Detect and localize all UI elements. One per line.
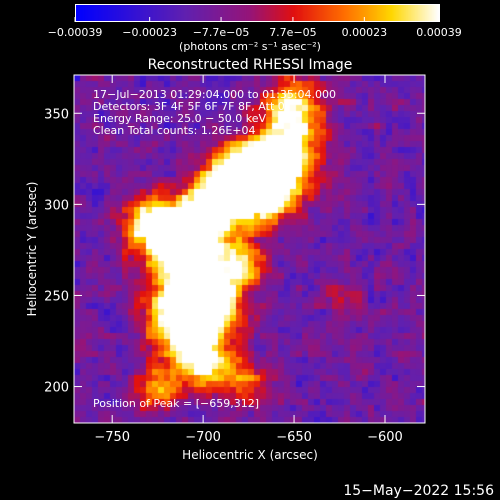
chart-title: Reconstructed RHESSI Image [148,57,353,73]
colorbar-tick-label: −7.7e−05 [193,26,250,39]
annotation-detectors: Detectors: 3F 4F 5F 6F 7F 8F, Att 0 [93,100,285,113]
annotation-energy: Energy Range: 25.0 − 50.0 keV [93,112,267,125]
annotation-time-range: 17−Jul−2013 01:29:04.000 to 01:35:04.000 [93,88,337,101]
colorbar [75,4,440,22]
colorbar-tick-label: 7.7e−05 [269,26,316,39]
x-axis-ticks: −750 −700 −650 −600 [94,75,403,445]
x-tick-label: −650 [276,430,312,445]
colorbar-ticks: −0.00039 −0.00023 −7.7e−05 7.7e−05 0.00023 0.… [48,17,462,39]
x-tick-label: −750 [94,430,130,445]
colorbar-tick-label: −0.00023 [122,26,177,39]
annotation-clean-counts: Clean Total counts: 1.26E+04 [93,124,256,137]
x-tick-label: −600 [367,430,403,445]
colorbar-tick-label: −0.00039 [48,26,103,39]
plot-frame [73,74,426,424]
annotation-peak-position: Position of Peak = [−659,312] [93,397,260,410]
x-axis-label: Heliocentric X (arcsec) [182,448,318,462]
y-tick-label: 300 [44,198,69,213]
x-tick-label: −700 [185,430,221,445]
y-tick-label: 350 [44,107,69,122]
heatmap-image [74,75,425,423]
colorbar-tick-label: 0.00023 [342,26,388,39]
y-axis-ticks: 200 250 300 350 [44,107,425,396]
y-tick-label: 250 [44,289,69,304]
colorbar-unit: (photons cm⁻² s⁻¹ asec⁻²) [179,40,321,53]
y-tick-label: 200 [44,381,69,396]
footer-date: 15−May−2022 15:56 [343,483,494,499]
y-axis-label: Heliocentric Y (arcsec) [25,182,39,317]
colorbar-tick-label: 0.00039 [416,26,462,39]
